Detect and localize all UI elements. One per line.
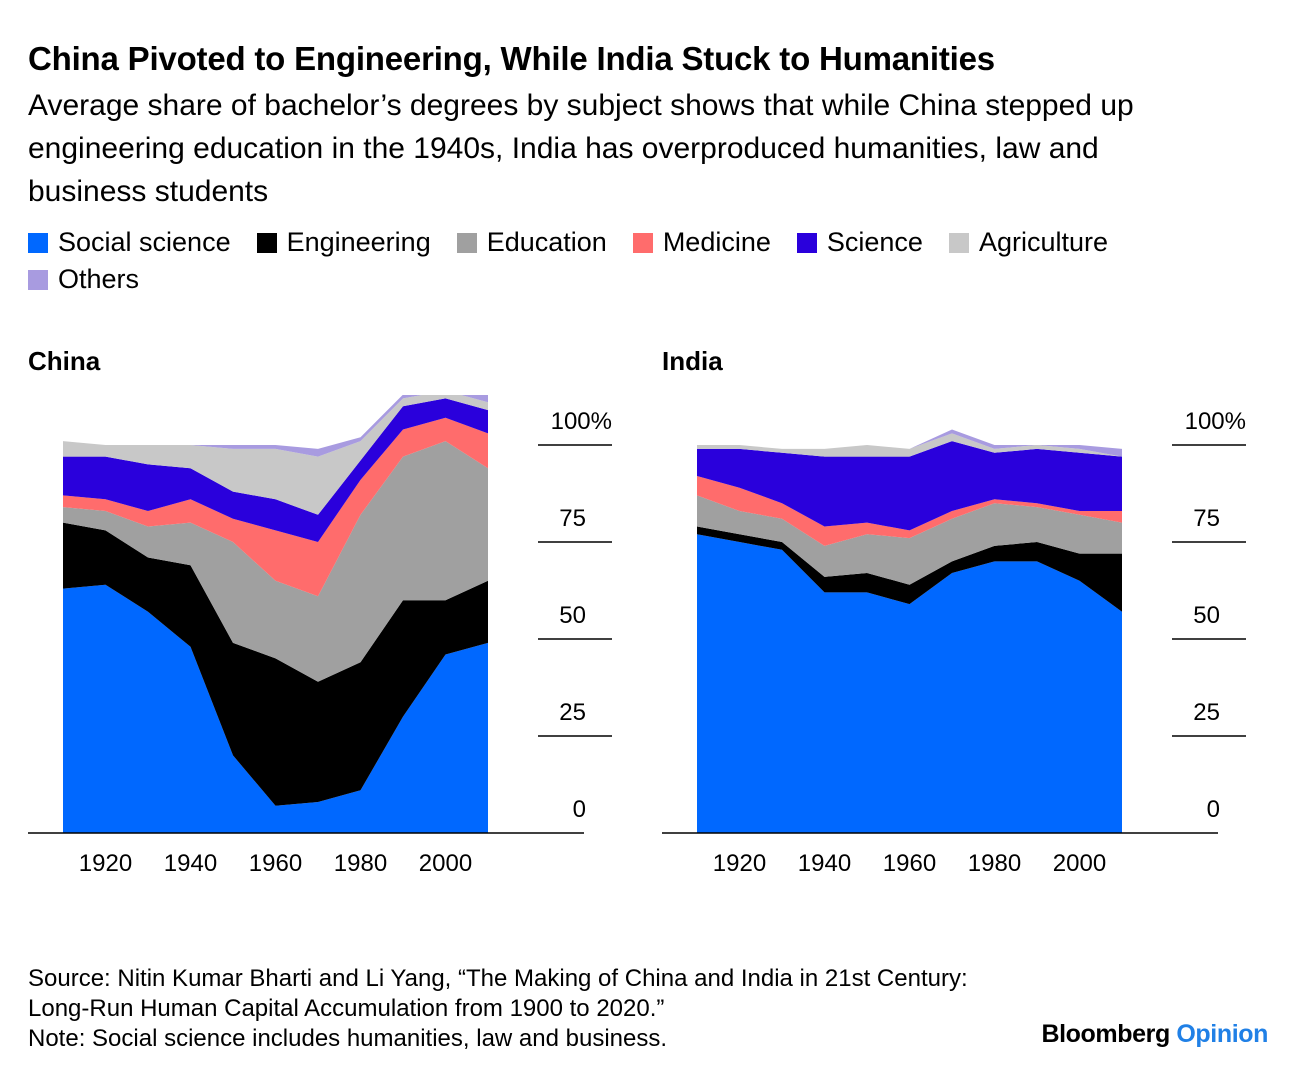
area-medicine [63,417,488,597]
y-tick-label: 50 [559,602,586,629]
bloomberg-opinion-logo: Bloomberg Opinion [1041,1020,1268,1049]
y-tick-label: 0 [1207,796,1220,823]
brand-section: Opinion [1176,1020,1268,1048]
china-area-chart: 0 25 50 75 100% 1920 1940 1960 1980 2000 [28,395,612,877]
legend-swatch-social-science [28,232,48,253]
x-tick-label: 1960 [249,850,302,877]
legend-item-others: Others [28,264,140,294]
area-medicine [697,476,1122,546]
area-engineering [697,526,1122,612]
chart-title: China Pivoted to Engineering, While Indi… [28,40,995,77]
y-tick-label: 100% [551,408,612,435]
chart-subtitle: Average share of bachelor’s degrees by s… [28,89,1134,208]
area-agriculture [697,433,1122,457]
legend-swatch-science [796,232,817,253]
area-agriculture [63,395,488,515]
legend-label-others: Others [58,264,140,294]
y-tick-label: 0 [573,796,586,823]
note-text: Note: Social science includes humanities… [28,1025,668,1052]
area-education [63,441,488,682]
legend-item-social-science: Social science [28,227,231,257]
area-social-science [697,534,1122,833]
y-tick-label: 25 [1193,699,1220,726]
y-tick-label: 50 [1193,602,1220,629]
legend-item-agriculture: Agriculture [948,227,1108,257]
legend-label-education: Education [486,227,607,257]
area-science [63,398,488,542]
legend-label-engineering: Engineering [286,227,431,257]
legend-item-engineering: Engineering [256,227,431,257]
legend-label-science: Science [826,227,923,257]
panel-title-india: India [662,346,723,376]
y-tick-label: 25 [559,699,586,726]
area-science [697,441,1122,531]
x-tick-label: 1980 [334,850,387,877]
panel-title-china: China [28,346,101,376]
x-tick-label: 1920 [79,850,132,877]
x-tick-label: 1920 [713,850,766,877]
india-area-chart: 0 25 50 75 100% 1920 1940 1960 1980 2000 [662,408,1246,877]
legend-label-social-science: Social science [58,227,231,257]
area-social-science [63,584,488,833]
x-tick-label: 1960 [883,850,936,877]
x-tick-label: 1980 [968,850,1021,877]
legend-swatch-others [28,269,48,290]
x-tick-label: 1940 [798,850,851,877]
legend-label-medicine: Medicine [662,227,771,257]
legend: Social science Engineering Education Medici… [28,227,1248,294]
legend-swatch-medicine [632,232,653,253]
legend-swatch-education [456,232,477,253]
area-education [697,495,1122,585]
x-tick-label: 2000 [419,850,472,877]
source-text: Source: Nitin Kumar Bharti and Li Yang, … [28,965,968,1022]
footer: Source: Nitin Kumar Bharti and Li Yang, … [28,964,1028,1054]
area-engineering [63,522,488,806]
brand-name: Bloomberg [1041,1020,1170,1048]
y-tick-label: 100% [1185,408,1246,435]
legend-label-agriculture: Agriculture [978,227,1108,257]
x-tick-label: 1940 [164,850,217,877]
legend-item-science: Science [796,227,923,257]
y-tick-label: 75 [559,505,586,532]
legend-item-medicine: Medicine [632,227,771,257]
legend-swatch-agriculture [948,232,969,253]
x-tick-label: 2000 [1053,850,1106,877]
y-tick-label: 75 [1193,505,1220,532]
legend-swatch-engineering [256,232,277,253]
legend-item-education: Education [456,227,607,257]
